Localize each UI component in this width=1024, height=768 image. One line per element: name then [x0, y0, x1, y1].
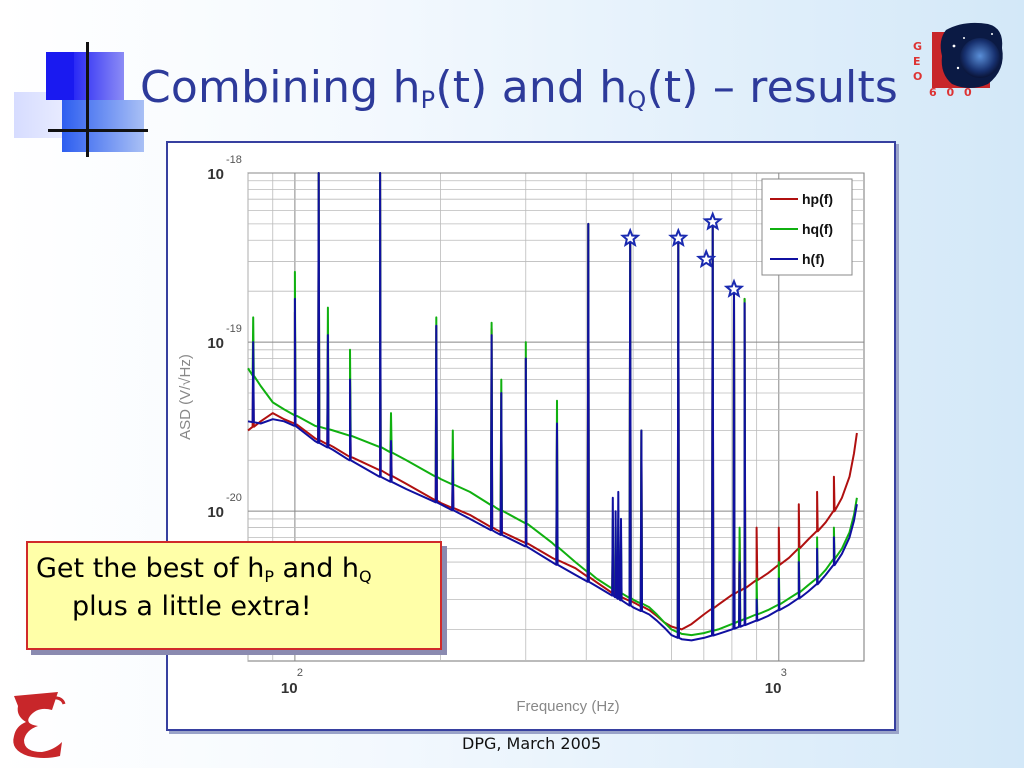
star-shape [702, 211, 723, 231]
y-axis-title: ASD (V/√Hz) [177, 354, 194, 440]
footer-text: DPG, March 2005 [462, 734, 602, 753]
chart-legend: hp(f) hq(f) h(f) [761, 178, 853, 276]
title-subscript: Q [627, 86, 647, 114]
x-tick-label: 210 [281, 667, 303, 697]
geo600-logo [932, 22, 1003, 88]
legend-item-hq: hq(f) [770, 221, 833, 237]
x-tick-exp: 3 [781, 667, 787, 679]
x-tick-base: 10 [281, 680, 298, 697]
callout-subscript: Q [359, 567, 372, 586]
x-axis-title: Frequency (Hz) [516, 698, 619, 715]
star-marker [668, 227, 689, 248]
title-subscript: P [420, 86, 436, 114]
title-text: (t) and h [435, 62, 628, 113]
decor-square [62, 100, 144, 152]
y-tick-exp: -18 [226, 154, 242, 166]
legend-item-hp: hp(f) [770, 191, 833, 207]
society-logo-icon [13, 692, 66, 758]
star-shape [723, 278, 745, 298]
title-text: (t) – results [646, 62, 899, 113]
geo-letter: E [913, 55, 921, 68]
y-tick-label: 10-19 [207, 323, 242, 352]
geo600-letters: G E O 6 0 0 [913, 39, 973, 99]
geo-letter: 0 [946, 86, 955, 99]
star-shape [620, 227, 641, 248]
y-tick-label: 10-20 [207, 492, 242, 521]
x-tick-base: 10 [765, 680, 782, 697]
title-text: Combining h [140, 62, 421, 113]
geo-letter: O [913, 70, 923, 83]
star-shape [696, 248, 717, 269]
x-tick-label: 310 [765, 667, 787, 697]
chart-series [247, 172, 858, 642]
star-marker [620, 227, 641, 248]
y-tick-label: 10-18 [207, 154, 242, 183]
star-marker [702, 211, 723, 231]
geo-letter: 0 [964, 86, 972, 99]
callout-line-1: Get the best of hP and hQ [36, 553, 372, 586]
callout-box: Get the best of hP and hQ plus a little … [26, 541, 442, 650]
x-tick-exp: 2 [297, 667, 303, 679]
slide-title: Combining hP(t) and hQ(t) – results [140, 62, 898, 114]
y-tick-base: 10 [207, 166, 224, 183]
legend-label: h(f) [802, 251, 825, 267]
star-shape [668, 227, 689, 248]
decor-line [48, 129, 148, 132]
y-tick-base: 10 [207, 335, 224, 352]
chart-markers [620, 211, 745, 298]
series-h-line [247, 172, 858, 642]
callout-line-2: plus a little extra! [72, 591, 312, 622]
star-marker [696, 248, 717, 269]
geo-600: 6 0 0 [929, 85, 972, 100]
decor-square [74, 52, 124, 100]
callout-subscript: P [264, 567, 274, 586]
y-tick-exp: -19 [226, 323, 242, 335]
geo-letter: G [913, 40, 923, 53]
star-marker [723, 278, 745, 298]
legend-item-h: h(f) [770, 251, 825, 267]
legend-label: hp(f) [802, 191, 833, 207]
decor-line [86, 42, 89, 157]
callout-text: and h [273, 553, 360, 584]
y-tick-exp: -20 [226, 492, 242, 504]
geo-letter: 6 [929, 86, 937, 99]
legend-label: hq(f) [802, 221, 833, 237]
callout-text: Get the best of h [36, 553, 265, 584]
y-tick-base: 10 [207, 504, 224, 521]
